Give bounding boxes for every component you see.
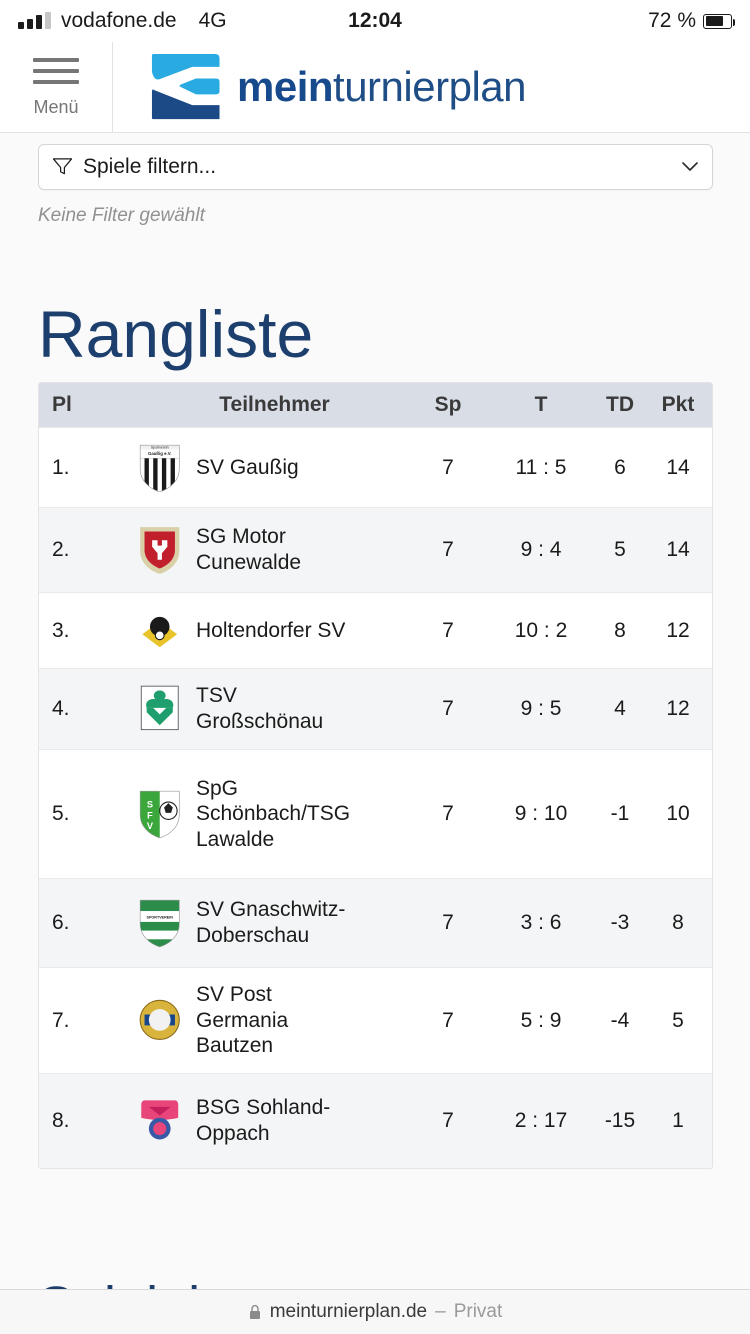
svg-text:Gaußig e.V.: Gaußig e.V. bbox=[148, 450, 171, 455]
svg-text:Sportverein: Sportverein bbox=[151, 445, 169, 449]
svg-text:F: F bbox=[147, 810, 153, 820]
svg-text:V: V bbox=[147, 821, 154, 831]
svg-text:SPORTVEREIN: SPORTVEREIN bbox=[147, 916, 174, 920]
svg-text:S: S bbox=[147, 799, 153, 809]
